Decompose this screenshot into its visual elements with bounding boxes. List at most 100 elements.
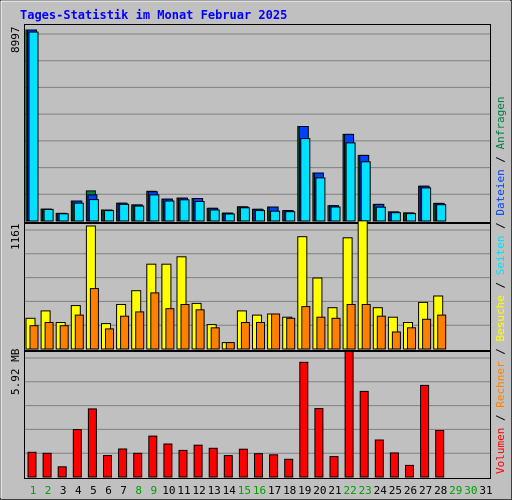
bar-rechner-day-4 <box>74 314 84 350</box>
bar-rechner-day-21 <box>331 317 341 350</box>
legend-item-volumen: Volumen <box>494 428 507 474</box>
x-tick-label: 7 <box>120 484 127 497</box>
bar-rechner-day-6 <box>105 328 114 350</box>
bar-volumen-day-16 <box>254 453 263 478</box>
bar-rechner-day-28 <box>437 314 447 350</box>
bar-seiten-day-22 <box>345 142 356 222</box>
bar-rechner-day-26 <box>407 327 416 350</box>
x-tick-label: 6 <box>105 484 112 497</box>
x-tick-label: 22 <box>343 484 356 497</box>
bar-volumen-day-20 <box>314 408 324 478</box>
x-tick-label: 25 <box>389 484 402 497</box>
legend-item-seiten: Seiten <box>494 236 507 276</box>
bar-seiten-day-24 <box>375 206 386 222</box>
bar-seiten-day-18 <box>285 211 296 222</box>
bar-seiten-day-5 <box>88 199 99 222</box>
bar-seiten-day-14 <box>224 213 235 222</box>
x-tick-label: 14 <box>223 484 237 497</box>
bar-volumen-day-13 <box>208 447 218 478</box>
bar-volumen-day-22 <box>344 351 354 478</box>
bar-seiten-day-20 <box>315 177 326 222</box>
panel-middle: 1161 <box>9 220 491 351</box>
panel-top: 8997 <box>9 24 491 223</box>
bar-rechner-day-16 <box>256 322 265 350</box>
bar-seiten-day-27 <box>421 187 432 222</box>
legend-item-dateien: Dateien <box>494 169 507 215</box>
bar-volumen-day-17 <box>269 454 279 478</box>
bar-volumen-day-12 <box>193 444 203 478</box>
legend-separator: / <box>494 216 507 236</box>
x-tick-label: 17 <box>268 484 281 497</box>
bar-rechner-day-9 <box>150 292 160 350</box>
bar-volumen-day-6 <box>103 455 112 478</box>
bar-volumen-day-26 <box>405 464 414 478</box>
x-tick-label: 15 <box>238 484 251 497</box>
bar-volumen-day-11 <box>178 449 188 478</box>
bar-volumen-day-7 <box>118 448 128 478</box>
legend-item-anfragen: Anfragen <box>494 96 507 149</box>
panel-middle-bars <box>25 220 447 350</box>
x-tick-label: 9 <box>150 484 157 497</box>
panel-bottom-ymax-label: 5.92 MB <box>9 348 22 395</box>
bar-seiten-day-11 <box>179 199 190 222</box>
x-tick-label: 23 <box>359 484 372 497</box>
legend-item-besuche: Besuche <box>494 295 507 341</box>
bar-rechner-day-17 <box>271 313 281 350</box>
bar-seiten-day-13 <box>209 209 220 222</box>
bar-volumen-day-1 <box>27 451 37 478</box>
x-axis-labels: 1 2 3 4 5 6 7 8 9 10 11 12 13 14 15 16 17 18 19 20 21 22 23 24 2… <box>30 484 493 497</box>
bar-rechner-day-19 <box>301 306 311 350</box>
bar-seiten-day-6 <box>104 210 114 222</box>
panel-top-grid <box>25 33 490 195</box>
bar-rechner-day-11 <box>180 304 190 350</box>
legend-separator: / <box>494 275 507 295</box>
bar-rechner-day-12 <box>195 309 205 350</box>
x-tick-label: 12 <box>192 484 205 497</box>
x-tick-label: 20 <box>313 484 326 497</box>
bar-rechner-day-18 <box>286 317 296 350</box>
bar-volumen-day-25 <box>389 452 399 478</box>
legend: Volumen / Rechner / Besuche / Seiten / D… <box>494 96 507 474</box>
x-tick-label: 30 <box>464 484 477 497</box>
bar-volumen-day-19 <box>299 361 309 478</box>
bar-rechner-day-8 <box>135 311 145 350</box>
bar-rechner-day-10 <box>165 308 175 350</box>
bar-volumen-day-27 <box>420 384 430 478</box>
bar-seiten-day-3 <box>58 213 69 222</box>
x-tick-label: 18 <box>283 484 296 497</box>
x-tick-label: 21 <box>328 484 341 497</box>
x-tick-label: 24 <box>374 484 388 497</box>
bar-rechner-day-14 <box>225 342 235 350</box>
bar-rechner-day-2 <box>44 322 54 350</box>
bar-seiten-day-17 <box>270 210 281 222</box>
bar-seiten-day-12 <box>194 201 205 222</box>
bar-volumen-day-14 <box>223 455 233 478</box>
bar-rechner-day-3 <box>59 325 69 350</box>
x-tick-label: 1 <box>30 484 37 497</box>
bar-seiten-day-10 <box>164 200 175 222</box>
bar-seiten-day-7 <box>119 203 130 222</box>
bar-rechner-day-25 <box>391 331 401 350</box>
bar-volumen-day-18 <box>284 458 294 478</box>
bar-volumen-day-23 <box>359 390 369 478</box>
bar-seiten-day-4 <box>73 202 84 222</box>
bar-volumen-day-5 <box>87 408 97 478</box>
legend-item-rechner: Rechner <box>494 361 507 408</box>
bar-rechner-day-23 <box>361 304 371 350</box>
x-tick-label: 3 <box>60 484 67 497</box>
legend-separator: / <box>494 408 507 428</box>
x-tick-label: 2 <box>45 484 52 497</box>
bar-rechner-day-24 <box>376 315 386 350</box>
bar-rechner-day-13 <box>210 327 220 350</box>
bar-volumen-day-21 <box>329 456 339 478</box>
bar-seiten-day-1 <box>28 31 39 222</box>
x-tick-label: 4 <box>75 484 82 497</box>
panel-bottom-bars <box>27 351 445 478</box>
x-tick-label: 10 <box>162 484 175 497</box>
bar-volumen-day-4 <box>72 429 82 478</box>
x-tick-label: 26 <box>404 484 417 497</box>
panel-top-bars <box>25 29 447 222</box>
bar-seiten-day-19 <box>300 138 311 222</box>
bar-seiten-day-21 <box>330 206 341 222</box>
